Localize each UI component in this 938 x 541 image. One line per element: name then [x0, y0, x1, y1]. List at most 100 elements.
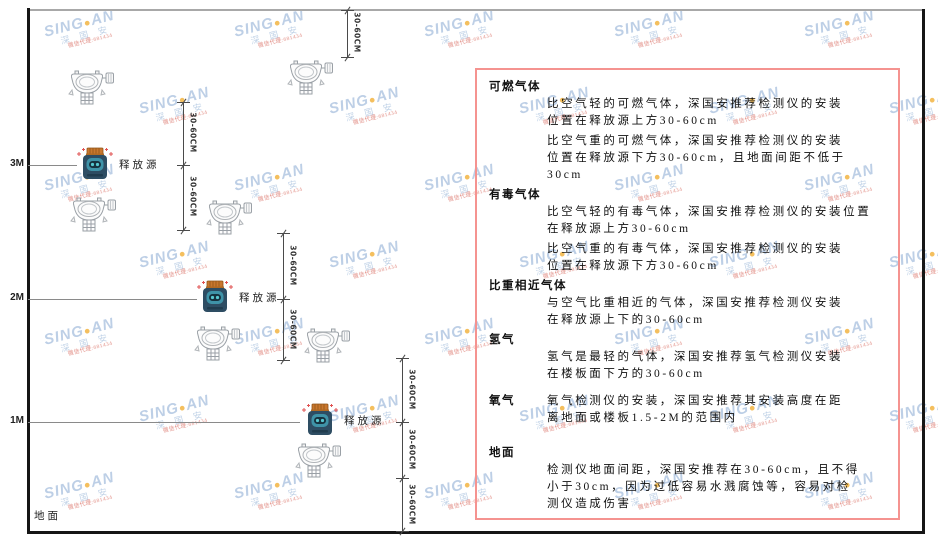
level-line: [28, 298, 197, 300]
paragraph-line: 位置在释放源上方30-60cm: [547, 115, 719, 127]
paragraph-line: 检测仪地面间距，深国安推荐在30-60cm，且不得: [547, 464, 860, 476]
watermark-cjk: 深 国 安: [439, 23, 493, 47]
watermark-brand: SING●AN: [422, 6, 497, 41]
watermark-subtext: 微信代理:681434: [447, 33, 494, 50]
watermark-dot-icon: ●: [272, 16, 283, 30]
dimension-tick-slash: [180, 226, 187, 235]
section-paragraphs: 比空气轻的可燃气体，深国安推荐检测仪的安装 位置在释放源上方30-60cm 比空气重…: [489, 96, 886, 184]
right-wall-line: [922, 9, 925, 534]
paragraph-line: 在释放源上下的30-60cm: [547, 314, 705, 326]
watermark-cjk: 深 国 安: [249, 331, 303, 355]
level-label: 2M: [10, 292, 24, 303]
watermark-dot-icon: ●: [272, 324, 283, 338]
watermark-subtext: 微信代理:681434: [912, 418, 938, 435]
watermark-brand: SING●AN: [137, 237, 212, 272]
level-label: 3M: [10, 158, 24, 169]
watermark-dot-icon: ●: [272, 170, 283, 184]
paragraph-line: 小于30cm，因为过低容易水溅腐蚀等，容易对检: [547, 481, 851, 493]
watermark-cjk: 深 国 安: [819, 23, 873, 47]
panel-section: 可燃气体 比空气轻的可燃气体，深国安推荐检测仪的安装 位置在释放源上方30-60cm…: [489, 79, 886, 184]
watermark-dot-icon: ●: [82, 324, 93, 338]
watermark-subtext: 微信代理:681434: [257, 33, 304, 50]
watermark-subtext: 微信代理:681434: [162, 264, 209, 281]
info-panel: 可燃气体 比空气轻的可燃气体，深国安推荐检测仪的安装 位置在释放源上方30-60cm…: [475, 68, 900, 520]
watermark-brand: SING●AN: [42, 468, 117, 503]
watermark-cjk: 深 国 安: [59, 23, 113, 47]
watermark-brand: SING●AN: [42, 314, 117, 349]
watermark-dot-icon: ●: [367, 93, 378, 107]
paragraph-line: 离地面或楼板1.5-2M的范围内: [547, 412, 738, 424]
watermark-dot-icon: ●: [462, 16, 473, 30]
watermark-subtext: 微信代理:681434: [637, 33, 684, 50]
paragraph: 比空气重的有毒气体，深国安推荐检测仪的安装 位置在释放源下方30-60cm: [547, 241, 886, 275]
gas-detector-icon: [194, 324, 240, 367]
section-paragraphs: 检测仪地面间距，深国安推荐在30-60cm，且不得 小于30cm，因为过低容易水溅…: [489, 462, 886, 513]
watermark-dot-icon: ●: [367, 247, 378, 261]
paragraph-line: 与空气比重相近的气体，深国安推荐检测仪安装: [547, 297, 844, 309]
paragraph-line: 位置在释放源下方30-60cm: [547, 260, 719, 272]
watermark-cjk: 深 国 安: [249, 485, 303, 509]
gas-detector-icon: [287, 58, 333, 101]
watermark-dot-icon: ●: [272, 478, 283, 492]
panel-section: 氧气 氧气检测仪的安装，深国安推荐其安装高度在距 离地面或楼板1.5-2M的范围内: [489, 393, 886, 427]
watermark-dot-icon: ●: [462, 324, 473, 338]
watermark-cjk: 深 国 安: [249, 23, 303, 47]
watermark-brand: SING●AN: [327, 237, 402, 272]
section-paragraphs: 比空气轻的有毒气体，深国安推荐检测仪的安装位置 在释放源上方30-60cm 比空气重…: [489, 204, 886, 275]
paragraph: 比空气轻的可燃气体，深国安推荐检测仪的安装 位置在释放源上方30-60cm: [547, 96, 886, 130]
section-header: 氧气: [489, 395, 515, 407]
watermark-cjk: 深 国 安: [59, 485, 113, 509]
paragraph-line: 位置在释放源下方30-60cm，且地面间距不低于: [547, 152, 846, 164]
watermark-cjk: 深 国 安: [249, 177, 303, 201]
section-paragraphs: 氢气是最轻的气体，深国安推荐氢气检测仪安装 在楼板面下方的30-60cm: [489, 349, 886, 383]
paragraph-line: 氧气检测仪的安装，深国安推荐其安装高度在距: [547, 395, 844, 407]
section-header: 地面: [489, 447, 515, 459]
section-header: 可燃气体: [489, 81, 541, 93]
gas-detector-icon: [206, 198, 252, 241]
dimension-label: 30-60CM: [288, 245, 298, 286]
watermark-cjk: 深 国 安: [154, 254, 208, 278]
gas-detector-icon: [68, 68, 114, 111]
watermark-dot-icon: ●: [177, 247, 188, 261]
section-header: 氢气: [489, 334, 515, 346]
watermark-brand: SING●AN: [232, 160, 307, 195]
watermark-brand: SING●AN: [612, 6, 687, 41]
watermark-subtext: 微信代理:681434: [162, 418, 209, 435]
panel-section: 地面检测仪地面间距，深国安推荐在30-60cm，且不得 小于30cm，因为过低容易…: [489, 445, 886, 513]
release-source-label: 释放源: [239, 293, 280, 304]
watermark-dot-icon: ●: [927, 401, 938, 415]
section-paragraphs: 与空气比重相近的气体，深国安推荐检测仪安装 在释放源上下的30-60cm: [489, 295, 886, 329]
paragraph: 比空气重的可燃气体，深国安推荐检测仪的安装 位置在释放源下方30-60cm，且地面…: [547, 133, 886, 184]
watermark-cjk: 深 国 安: [629, 23, 683, 47]
paragraph: 氢气是最轻的气体，深国安推荐氢气检测仪安装 在楼板面下方的30-60cm: [547, 349, 886, 383]
watermark-dot-icon: ●: [82, 16, 93, 30]
panel-section: 氢气氢气是最轻的气体，深国安推荐氢气检测仪安装 在楼板面下方的30-60cm: [489, 332, 886, 383]
watermark-subtext: 微信代理:681434: [912, 264, 938, 281]
release-source-icon: [195, 280, 235, 319]
release-source-icon: [75, 147, 115, 186]
watermark-dot-icon: ●: [82, 478, 93, 492]
floor-line: [27, 531, 925, 534]
watermark-subtext: 微信代理:681434: [257, 495, 304, 512]
watermark-subtext: 微信代理:681434: [67, 33, 114, 50]
watermark-dot-icon: ●: [927, 93, 938, 107]
watermark-cjk: 深 国 安: [154, 408, 208, 432]
watermark-dot-icon: ●: [927, 247, 938, 261]
dimension-line: [402, 358, 403, 531]
gas-detector-icon: [70, 195, 116, 238]
paragraph-line: 比空气重的有毒气体，深国安推荐检测仪的安装: [547, 243, 844, 255]
paragraph-line: 比空气轻的可燃气体，深国安推荐检测仪的安装: [547, 98, 844, 110]
level-line: [28, 164, 77, 166]
release-source-icon: [300, 403, 340, 442]
panel-section: 比重相近气体 与空气比重相近的气体，深国安推荐检测仪安装 在释放源上下的30-60c…: [489, 278, 886, 329]
watermark-brand: SING●AN: [42, 6, 117, 41]
dimension-tick-slash: [280, 356, 287, 365]
watermark-subtext: 微信代理:681434: [827, 33, 874, 50]
